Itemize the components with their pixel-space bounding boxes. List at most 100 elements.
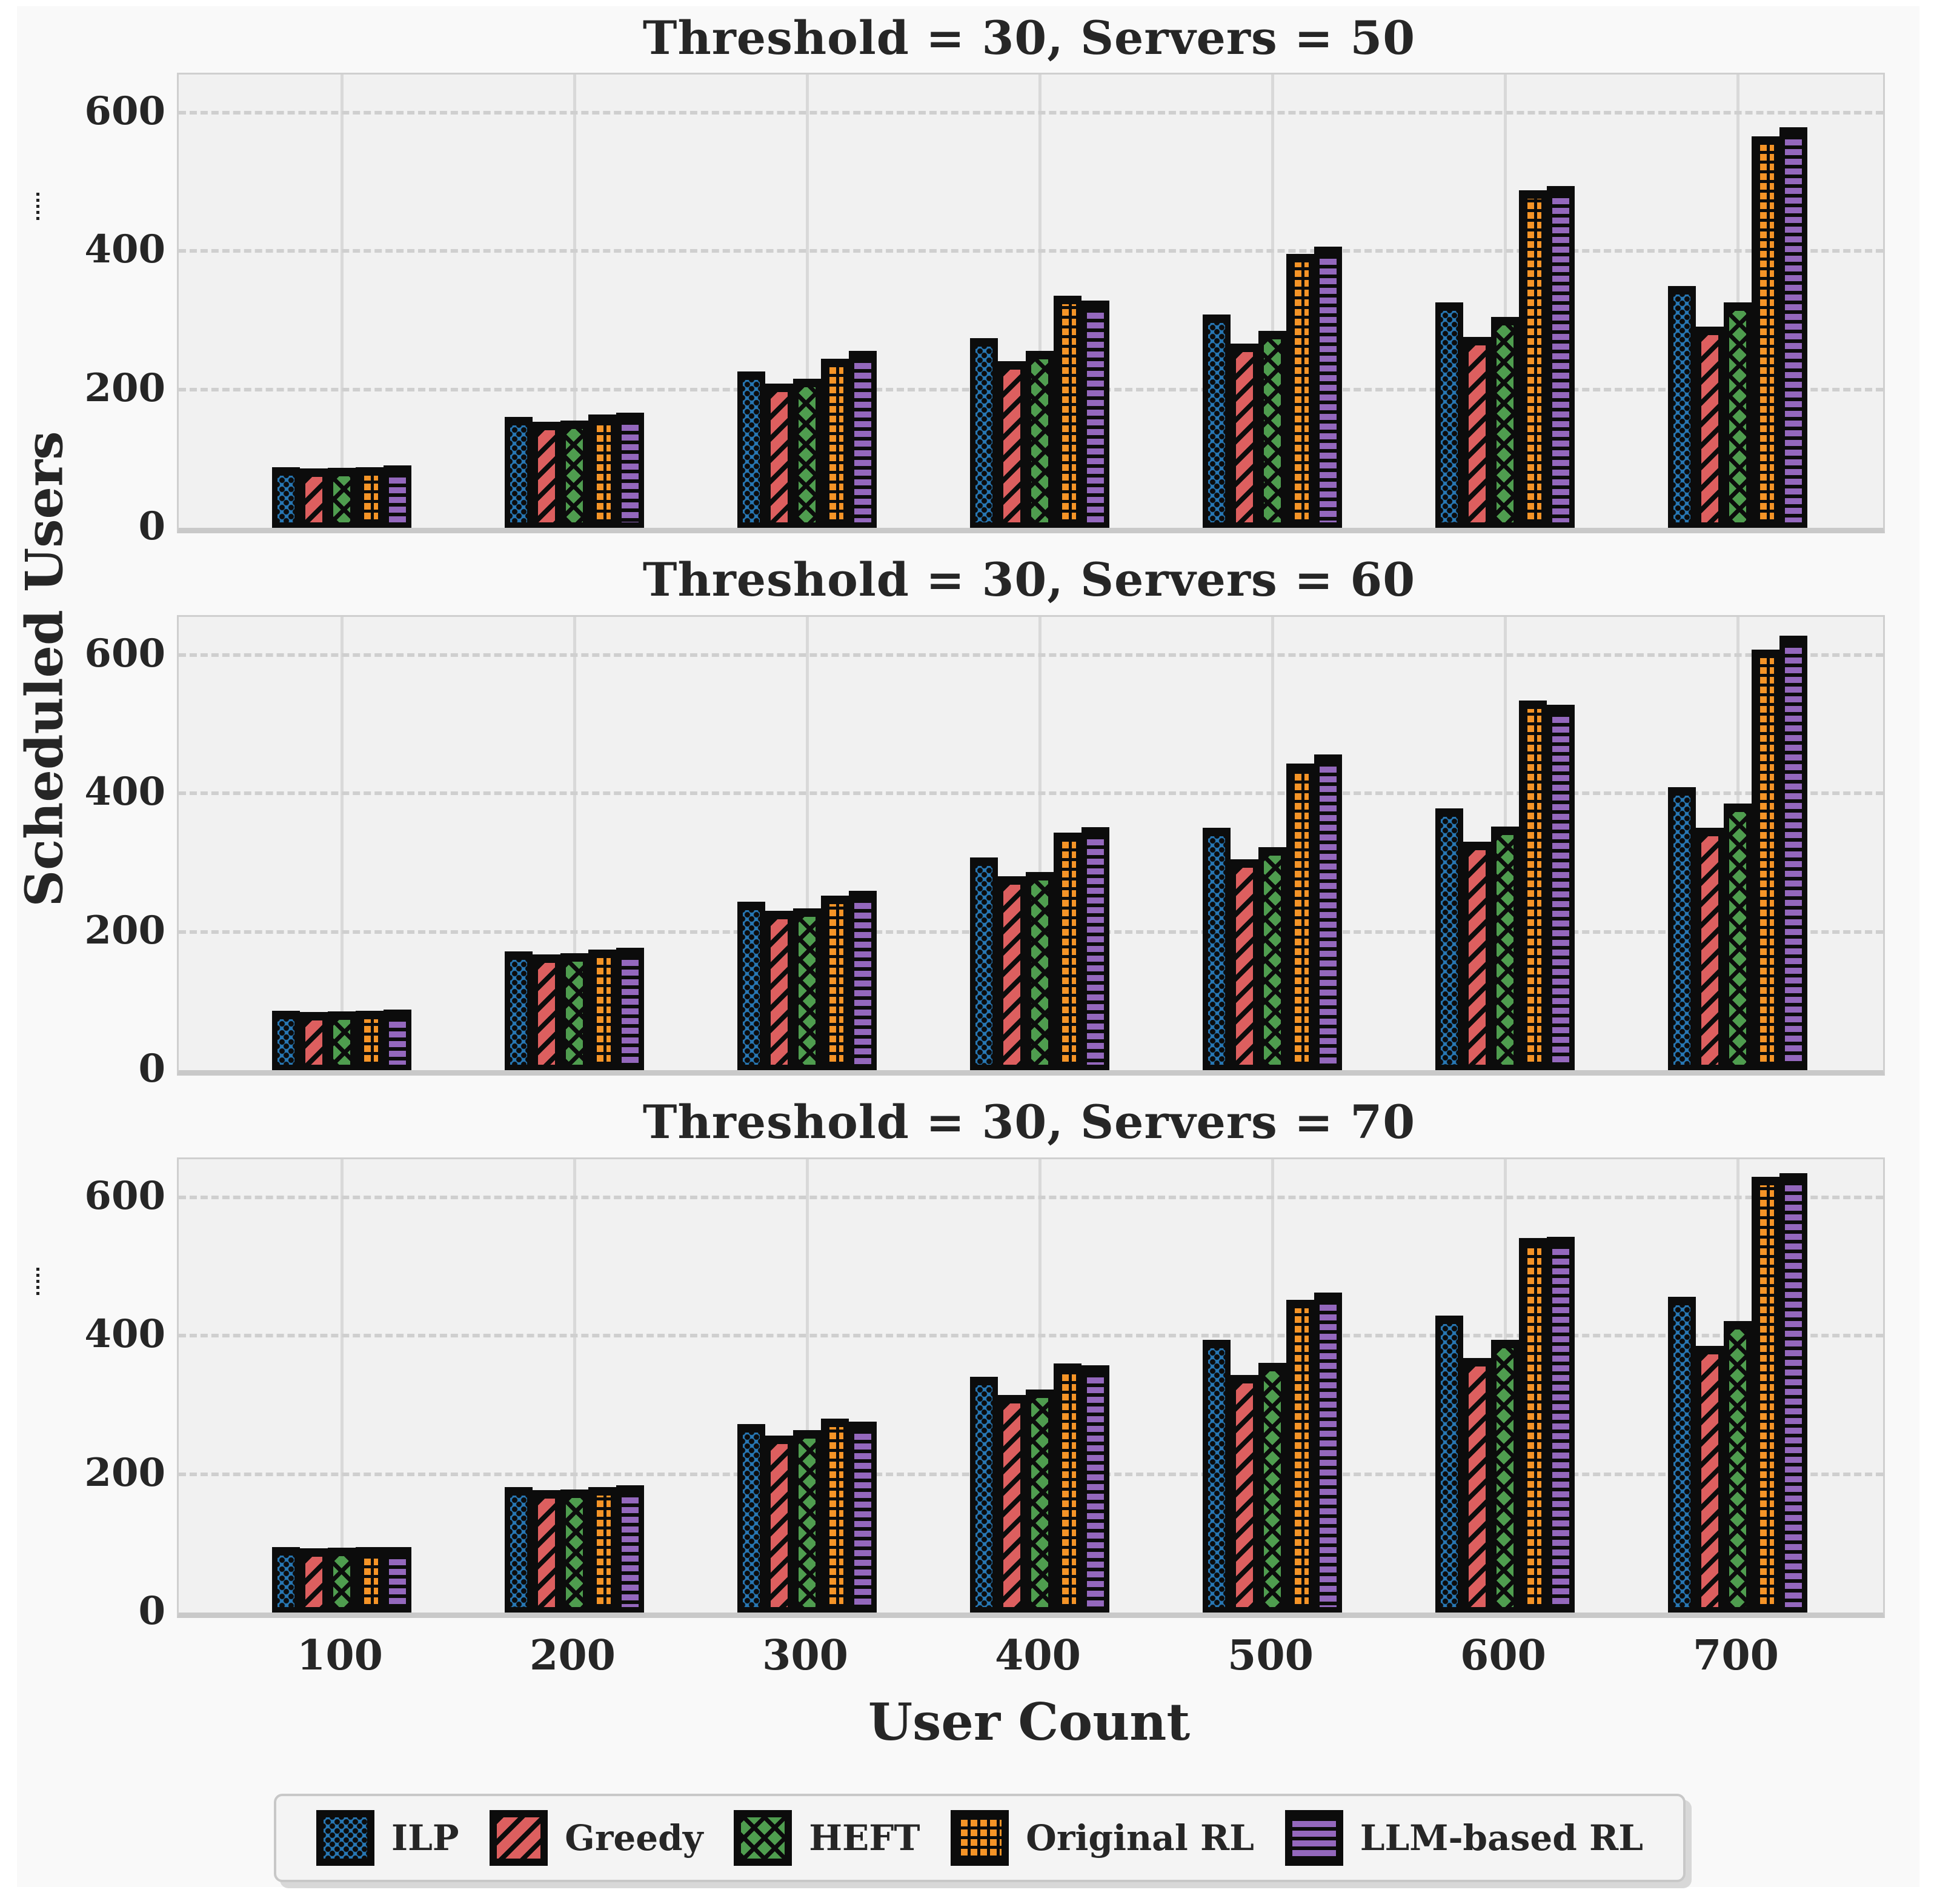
bar-heft-x300 [793, 379, 821, 528]
bar-ilp-x100 [272, 1011, 300, 1070]
x-tick-label-500: 500 [1228, 1631, 1314, 1680]
subplot-2-plot-area: 0 200 400 600 [84, 615, 1885, 1088]
bar-heft-x300 [793, 908, 821, 1070]
bar-greedy-x400 [998, 1395, 1026, 1613]
bar-heft-x200 [560, 1490, 588, 1613]
bar-greedy-x200 [533, 422, 560, 528]
bar-ilp-x700 [1668, 286, 1696, 528]
bar-greedy-x100 [300, 1012, 328, 1070]
x-gridline-200 [573, 75, 576, 528]
bar-llm-based-rl-x600 [1547, 705, 1575, 1070]
subplot-1-title: Threshold = 30, Servers = 50 [642, 11, 1416, 65]
subplot-1-plot-area: 0 200 400 600 [84, 73, 1885, 546]
heft-crosshatch-swatch-icon [734, 1810, 792, 1866]
bar-llm-based-rl-x300 [849, 1422, 877, 1613]
bar-llm-based-rl-x700 [1779, 1173, 1807, 1613]
bar-llm-based-rl-x200 [616, 1485, 644, 1613]
bar-greedy-x700 [1696, 828, 1724, 1070]
legend-label: HEFT [809, 1817, 920, 1859]
mini-ylabel-mark-bottom [36, 1268, 39, 1296]
x-gridline-600 [1504, 75, 1507, 528]
bar-llm-based-rl-x400 [1081, 301, 1109, 528]
legend-item-llm-based-rl: LLM-based RL [1284, 1810, 1643, 1866]
x-gridline-100 [341, 617, 344, 1070]
y-tick-label-600: 600 [84, 1173, 165, 1219]
bar-original-rl-x100 [356, 1011, 384, 1070]
x-gridline-300 [806, 75, 809, 528]
x-tick-label-400: 400 [995, 1631, 1081, 1680]
bar-heft-x200 [560, 421, 588, 528]
bar-greedy-x300 [765, 911, 793, 1070]
bar-llm-based-rl-x200 [616, 948, 644, 1070]
legend-label: Original RL [1026, 1817, 1254, 1859]
bar-llm-based-rl-x100 [384, 1547, 411, 1613]
x-gridline-200 [573, 617, 576, 1070]
bar-llm-based-rl-x600 [1547, 186, 1575, 528]
bar-greedy-x600 [1463, 1358, 1491, 1613]
legend-item-original-rl: Original RL [951, 1810, 1254, 1866]
bar-heft-x700 [1724, 804, 1752, 1070]
bar-original-rl-x200 [588, 1487, 616, 1613]
x-axis-label: User Count [868, 1692, 1191, 1752]
legend-item-greedy: Greedy [490, 1810, 703, 1866]
y-gridline-400 [179, 1334, 1883, 1338]
bar-heft-x100 [328, 1548, 356, 1613]
bar-ilp-x500 [1203, 828, 1231, 1070]
bar-greedy-x100 [300, 468, 328, 528]
bar-greedy-x500 [1231, 1375, 1258, 1613]
bar-original-rl-x300 [821, 896, 849, 1070]
y-gridline-400 [179, 791, 1883, 796]
bar-original-rl-x600 [1519, 701, 1547, 1070]
bar-original-rl-x400 [1054, 296, 1081, 528]
subplot-3-title: Threshold = 30, Servers = 70 [642, 1095, 1416, 1149]
bar-greedy-x100 [300, 1548, 328, 1613]
bar-heft-x400 [1026, 351, 1054, 528]
bar-greedy-x300 [765, 1436, 793, 1613]
bar-llm-based-rl-x100 [384, 1010, 411, 1070]
x-gridline-400 [1038, 1159, 1042, 1613]
bar-greedy-x700 [1696, 327, 1724, 528]
x-tick-label-600: 600 [1460, 1631, 1546, 1680]
x-gridline-400 [1038, 617, 1042, 1070]
bar-original-rl-x200 [588, 414, 616, 528]
bar-llm-based-rl-x500 [1314, 247, 1342, 528]
bar-ilp-x400 [970, 338, 998, 528]
x-gridline-300 [806, 617, 809, 1070]
bar-original-rl-x500 [1286, 254, 1314, 528]
y-tick-label-200: 200 [84, 907, 165, 953]
bar-ilp-x400 [970, 857, 998, 1070]
x-axis-tick-labels: 100 200 300 400 500 600 700 [177, 1631, 1881, 1686]
x-tick-label-200: 200 [530, 1631, 616, 1680]
bar-original-rl-x500 [1286, 1300, 1314, 1613]
bar-heft-x600 [1491, 1340, 1519, 1613]
bar-greedy-x400 [998, 876, 1026, 1070]
bar-original-rl-x400 [1054, 1363, 1081, 1613]
bar-heft-x700 [1724, 302, 1752, 528]
y-tick-label-400: 400 [84, 227, 165, 273]
y-tick-label-0: 0 [138, 1046, 165, 1091]
bar-greedy-x300 [765, 384, 793, 528]
bar-llm-based-rl-x400 [1081, 1365, 1109, 1613]
bar-original-rl-x400 [1054, 833, 1081, 1070]
bar-ilp-x600 [1435, 808, 1463, 1070]
bar-heft-x500 [1258, 1363, 1286, 1613]
y-gridline-400 [179, 249, 1883, 253]
x-gridline-400 [1038, 75, 1042, 528]
bar-heft-x700 [1724, 1321, 1752, 1613]
llm-rl-horizontal-hatch-swatch-icon [1284, 1810, 1343, 1866]
bar-greedy-x600 [1463, 337, 1491, 528]
bar-llm-based-rl-x300 [849, 891, 877, 1070]
bar-ilp-x200 [505, 951, 533, 1070]
bar-heft-x600 [1491, 827, 1519, 1070]
x-gridline-100 [341, 1159, 344, 1613]
bar-original-rl-x700 [1752, 650, 1779, 1070]
bar-ilp-x700 [1668, 787, 1696, 1070]
y-tick-label-200: 200 [84, 365, 165, 411]
bar-llm-based-rl-x500 [1314, 1293, 1342, 1613]
bar-original-rl-x100 [356, 1547, 384, 1613]
bar-heft-x300 [793, 1430, 821, 1613]
bar-ilp-x300 [737, 1424, 765, 1613]
bar-original-rl-x700 [1752, 1177, 1779, 1613]
bar-greedy-x500 [1231, 859, 1258, 1070]
x-gridline-700 [1736, 75, 1739, 528]
